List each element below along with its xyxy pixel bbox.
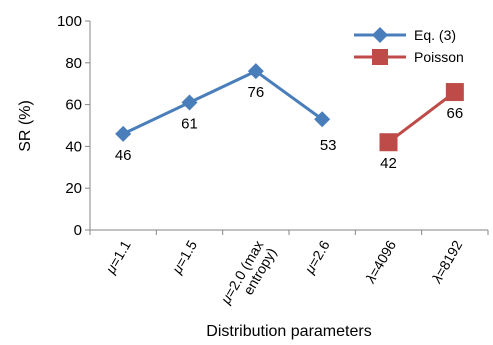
x-tick-label: μ=1.1: [102, 237, 134, 277]
series-line: [389, 92, 455, 142]
data-label: 53: [320, 137, 337, 154]
y-axis-ticks: 0 20 40 60 80 100: [57, 13, 90, 239]
legend-label: Eq. (3): [414, 27, 456, 43]
y-tick-label: 40: [65, 138, 82, 155]
legend-marker: [372, 49, 388, 65]
legend-marker: [372, 27, 388, 43]
series-markers: [115, 63, 464, 151]
data-labels: 46 61 76 53 42 66: [115, 84, 463, 172]
legend-label: Poisson: [414, 49, 464, 65]
y-tick-label: 80: [65, 55, 82, 72]
data-label: 42: [380, 155, 397, 172]
y-tick-label: 60: [65, 97, 82, 114]
data-point-marker: [380, 133, 398, 151]
data-point-marker: [115, 126, 131, 142]
data-label: 46: [115, 147, 132, 164]
y-tick-label: 20: [65, 180, 82, 197]
series-lines: [123, 71, 455, 142]
y-tick-label: 100: [57, 13, 82, 30]
data-label: 61: [181, 116, 198, 133]
data-label: 76: [247, 84, 264, 101]
data-point-marker: [446, 83, 464, 101]
x-tick-label: λ=4096: [362, 237, 400, 286]
data-label: 66: [446, 105, 463, 122]
x-axis-title: Distribution parameters: [206, 323, 371, 340]
y-tick-label: 0: [74, 222, 82, 239]
x-tick-label: μ=1.5: [168, 237, 200, 277]
x-tick-label: μ=2.6: [301, 237, 333, 277]
x-tick-label: λ=8192: [428, 237, 466, 286]
series-line: [123, 71, 322, 134]
data-point-marker: [182, 95, 198, 111]
legend: Eq. (3) Poisson: [354, 27, 464, 65]
y-axis-title: SR (%): [17, 100, 34, 152]
